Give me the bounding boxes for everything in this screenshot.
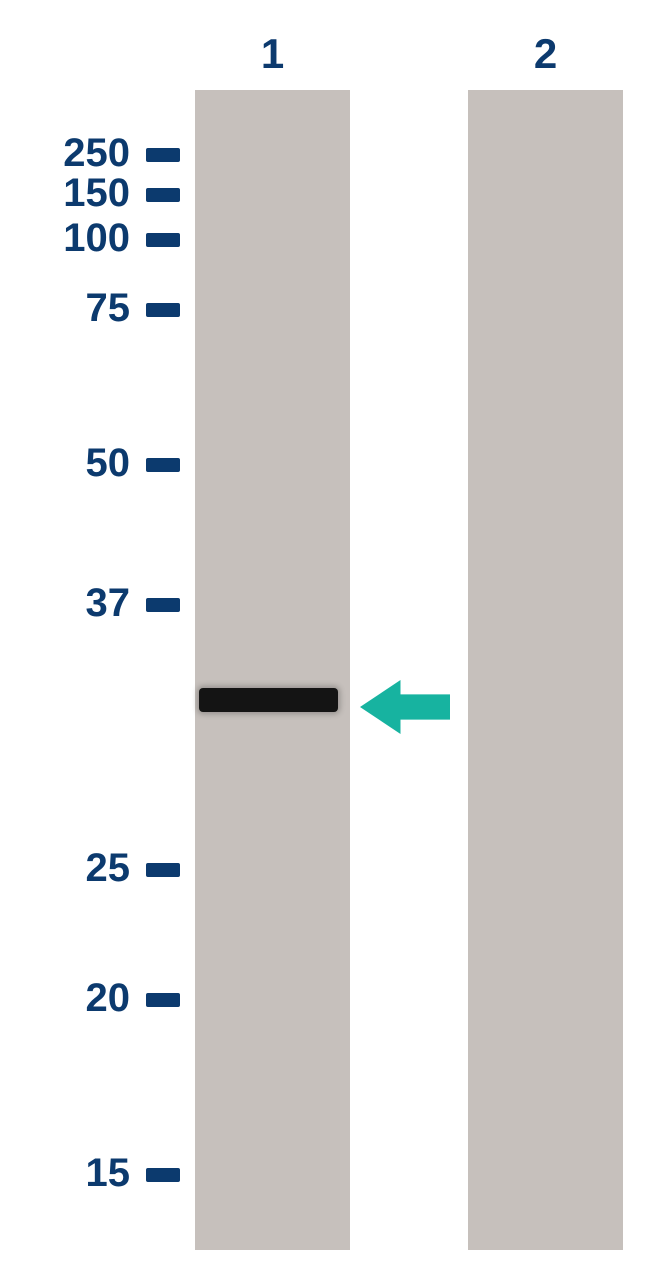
- band-lane-1: [199, 688, 338, 712]
- marker-tick-150: [146, 188, 180, 202]
- lane-1: [195, 90, 350, 1250]
- marker-tick-250: [146, 148, 180, 162]
- lane-header-2: 2: [468, 30, 623, 78]
- marker-label-37: 37: [10, 581, 130, 626]
- marker-tick-25: [146, 863, 180, 877]
- arrow-polygon: [360, 680, 450, 734]
- marker-label-100: 100: [10, 216, 130, 261]
- marker-label-75: 75: [10, 286, 130, 331]
- marker-label-20: 20: [10, 976, 130, 1021]
- lane-header-1: 1: [195, 30, 350, 78]
- marker-label-50: 50: [10, 441, 130, 486]
- marker-tick-100: [146, 233, 180, 247]
- marker-tick-37: [146, 598, 180, 612]
- marker-label-15: 15: [10, 1151, 130, 1196]
- marker-tick-15: [146, 1168, 180, 1182]
- blot-canvas: 1 2 250 150 100 75 50 37 25 20 15: [0, 0, 650, 1270]
- marker-tick-20: [146, 993, 180, 1007]
- arrow-icon: [360, 680, 450, 734]
- lane-2: [468, 90, 623, 1250]
- marker-tick-75: [146, 303, 180, 317]
- marker-label-250: 250: [10, 131, 130, 176]
- marker-label-25: 25: [10, 846, 130, 891]
- marker-tick-50: [146, 458, 180, 472]
- marker-label-150: 150: [10, 171, 130, 216]
